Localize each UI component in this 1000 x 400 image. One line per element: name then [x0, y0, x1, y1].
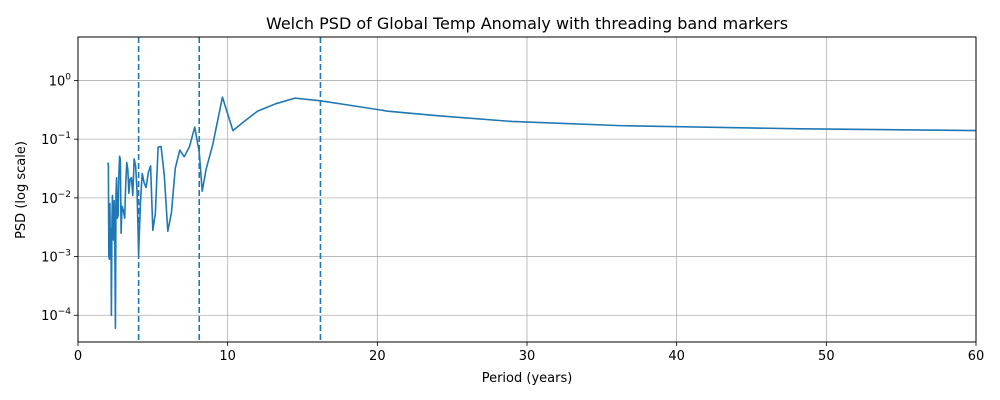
psd-series-line: [107, 96, 977, 330]
y-tick-exponent: −4: [58, 307, 72, 317]
y-tick-label: 10−3: [41, 249, 71, 266]
y-tick-label: 10−2: [41, 190, 71, 207]
x-tick-label: 0: [74, 349, 82, 364]
y-tick-exponent: −3: [58, 249, 71, 259]
y-tick-exponent: −2: [58, 190, 71, 200]
x-tick-label: 10: [219, 349, 236, 364]
y-axis-label: PSD (log scale): [14, 141, 29, 239]
x-tick-label: 20: [369, 349, 386, 364]
series-layer: [107, 96, 977, 330]
chart-title: Welch PSD of Global Temp Anomaly with th…: [266, 14, 788, 33]
x-tick-label: 30: [519, 349, 536, 364]
y-tick-exponent: −1: [58, 131, 71, 141]
y-tick-exponent: 0: [65, 72, 71, 82]
y-tick-base: 10: [41, 309, 58, 324]
y-tick-base: 10: [49, 74, 66, 89]
y-tick-label: 10−4: [41, 307, 71, 324]
y-tick-label: 10−1: [41, 131, 71, 148]
x-tick-label: 40: [668, 349, 685, 364]
y-tick-base: 10: [41, 192, 58, 207]
band-marker-layer: [137, 37, 322, 342]
y-tick-base: 10: [41, 251, 58, 266]
x-tick-layer: 0 10 20 30 40 50 60: [74, 342, 984, 364]
x-axis-label: Period (years): [482, 371, 573, 386]
y-tick-label: 100: [49, 72, 72, 89]
grid-layer: [77, 37, 977, 342]
y-tick-base: 10: [41, 133, 58, 148]
x-tick-label: 60: [968, 349, 985, 364]
x-tick-label: 50: [818, 349, 835, 364]
